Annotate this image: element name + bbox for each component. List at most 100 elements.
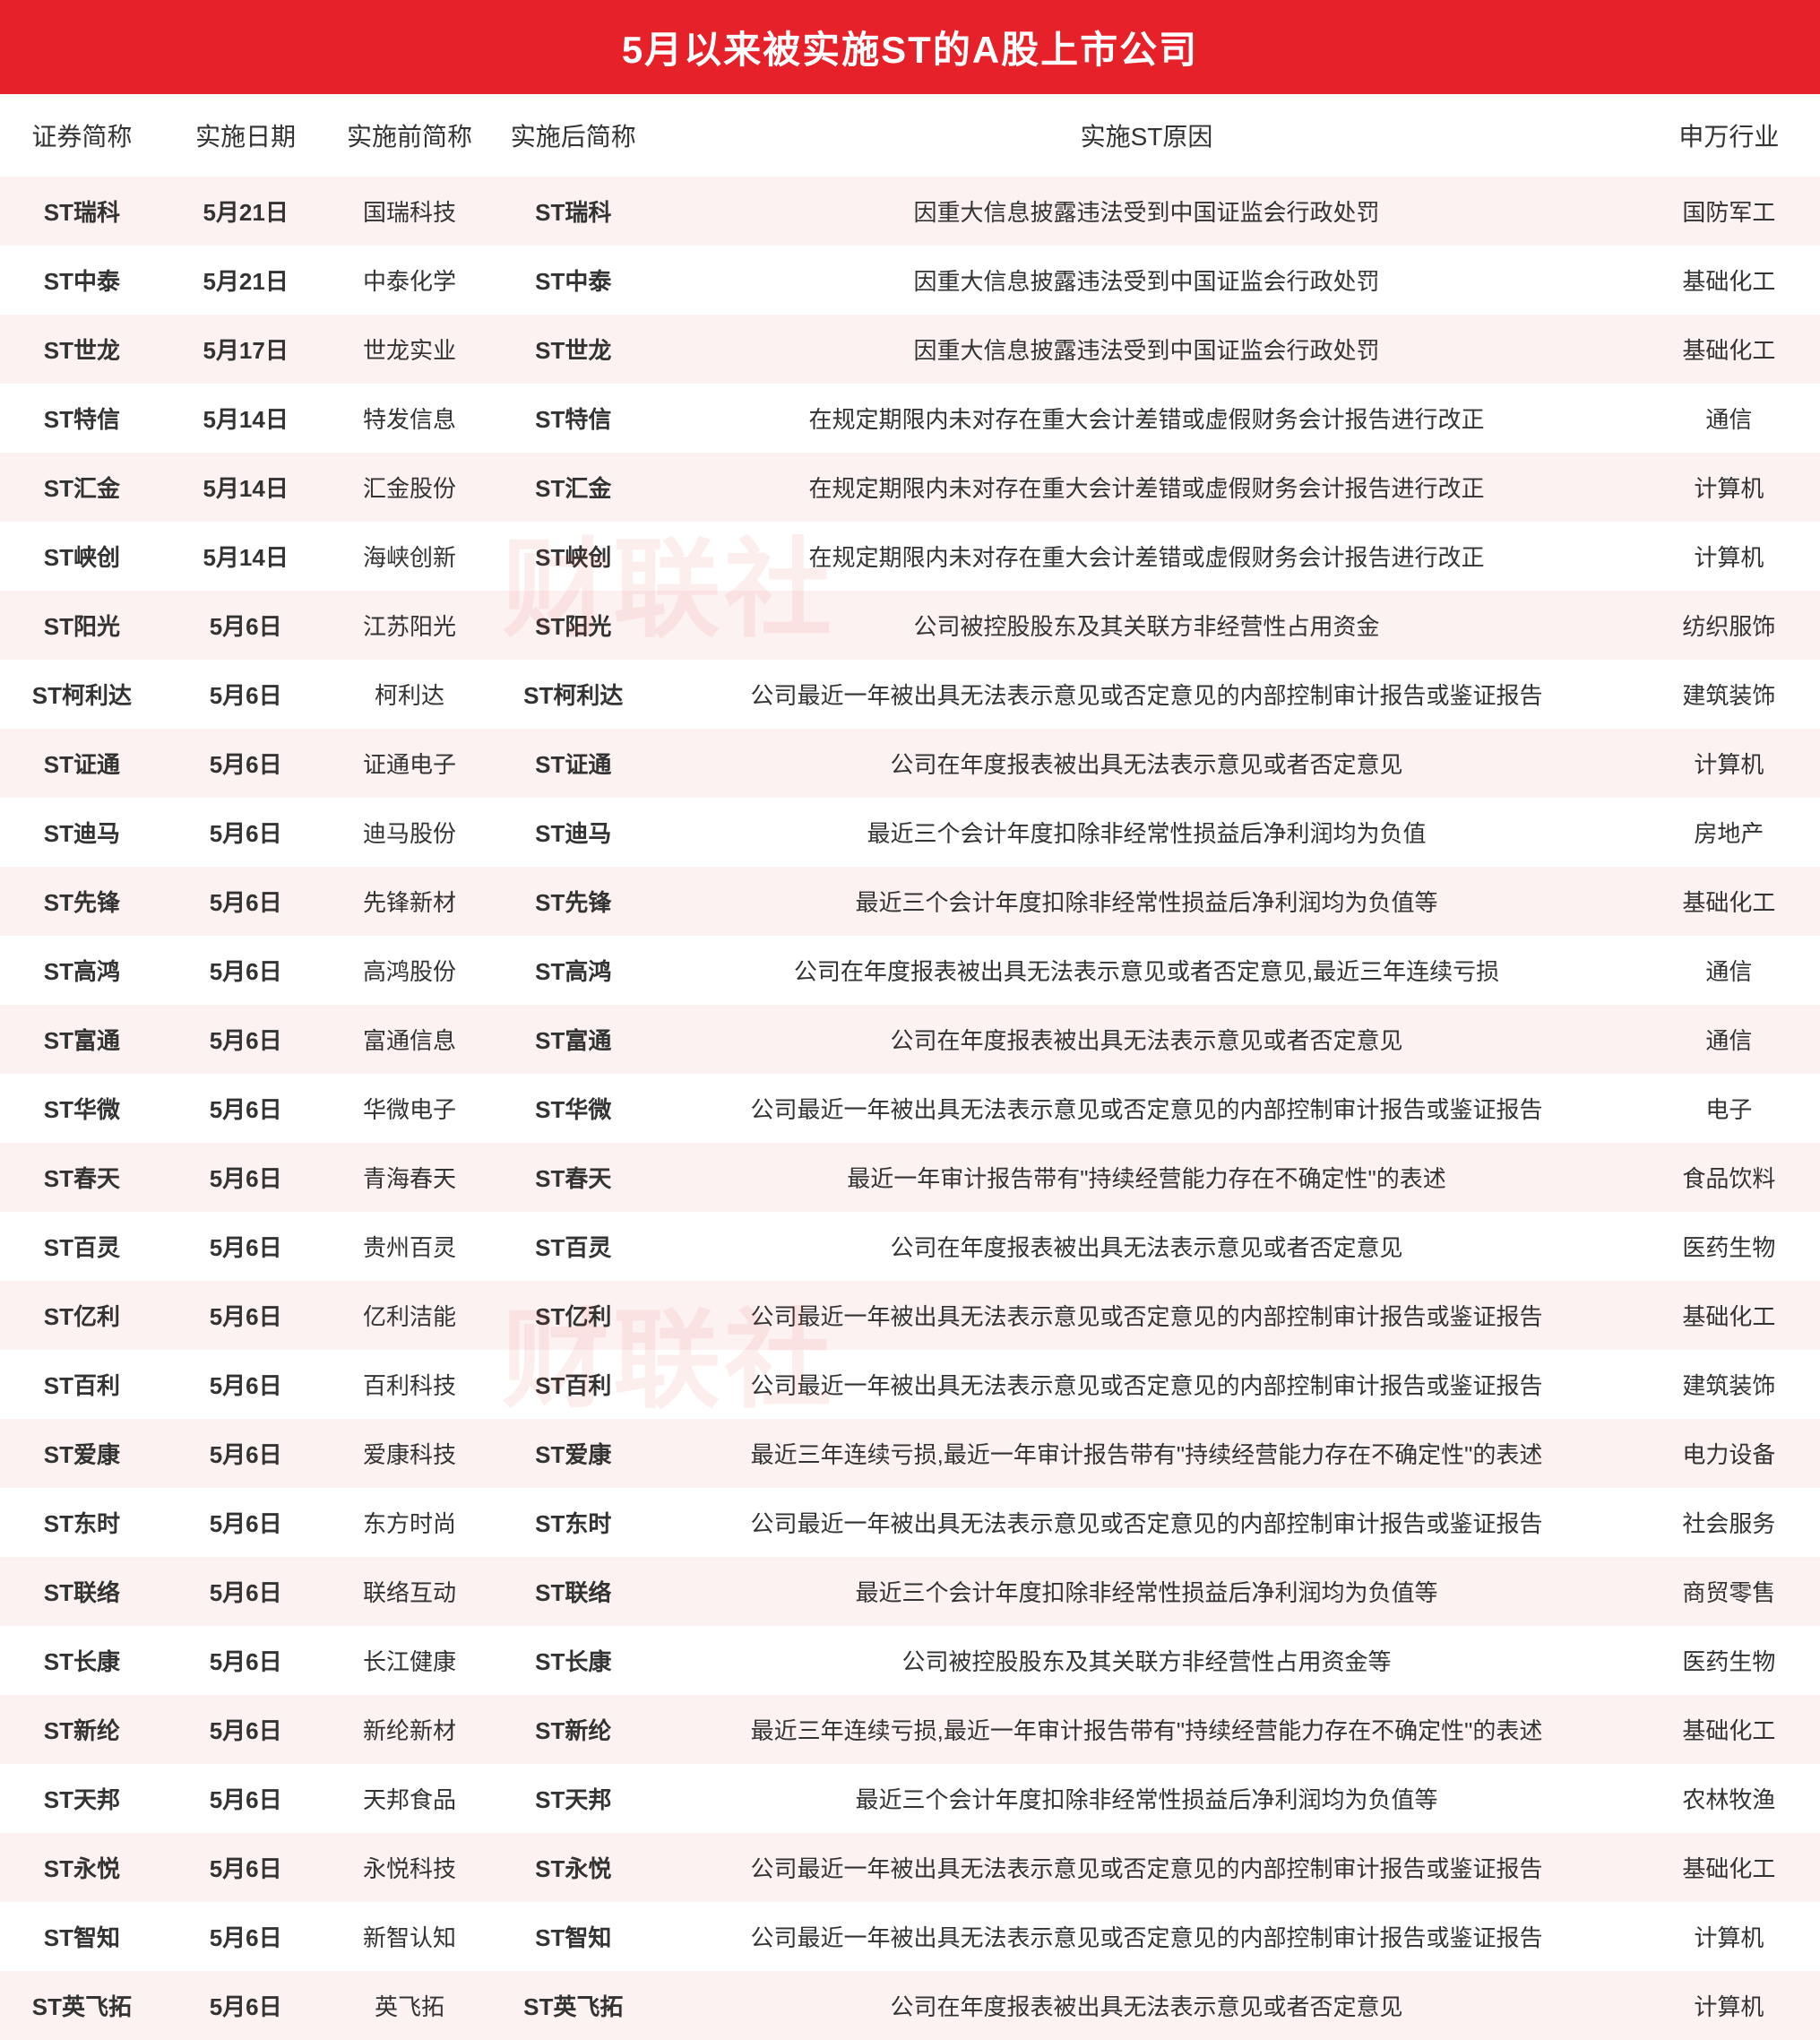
cell-name: ST汇金 [0, 453, 164, 522]
cell-reason: 在规定期限内未对存在重大会计差错或虚假财务会计报告进行改正 [655, 384, 1638, 453]
st-companies-table: 证券简称 实施日期 实施前简称 实施后简称 实施ST原因 申万行业 ST瑞科5月… [0, 94, 1820, 2040]
cell-before: 英飞拓 [328, 1971, 492, 2040]
cell-reason: 在规定期限内未对存在重大会计差错或虚假财务会计报告进行改正 [655, 453, 1638, 522]
cell-reason: 公司最近一年被出具无法表示意见或否定意见的内部控制审计报告或鉴证报告 [655, 1833, 1638, 1902]
cell-date: 5月17日 [164, 315, 328, 384]
col-header-before: 实施前简称 [328, 94, 492, 177]
cell-ind: 基础化工 [1638, 246, 1820, 315]
cell-after: ST智知 [491, 1902, 655, 1971]
cell-name: ST先锋 [0, 867, 164, 936]
cell-before: 国瑞科技 [328, 177, 492, 246]
cell-before: 百利科技 [328, 1350, 492, 1419]
cell-reason: 公司最近一年被出具无法表示意见或否定意见的内部控制审计报告或鉴证报告 [655, 1281, 1638, 1350]
cell-name: ST证通 [0, 729, 164, 798]
table-row: ST柯利达5月6日柯利达ST柯利达公司最近一年被出具无法表示意见或否定意见的内部… [0, 660, 1820, 729]
cell-reason: 公司最近一年被出具无法表示意见或否定意见的内部控制审计报告或鉴证报告 [655, 660, 1638, 729]
cell-ind: 基础化工 [1638, 1833, 1820, 1902]
cell-before: 爱康科技 [328, 1419, 492, 1488]
cell-date: 5月21日 [164, 246, 328, 315]
cell-reason: 公司在年度报表被出具无法表示意见或者否定意见 [655, 1971, 1638, 2040]
cell-name: ST华微 [0, 1074, 164, 1143]
cell-reason: 最近三个会计年度扣除非经常性损益后净利润均为负值 [655, 798, 1638, 867]
table-row: ST联络5月6日联络互动ST联络最近三个会计年度扣除非经常性损益后净利润均为负值… [0, 1557, 1820, 1626]
cell-after: ST新纶 [491, 1695, 655, 1764]
cell-before: 特发信息 [328, 384, 492, 453]
cell-name: ST永悦 [0, 1833, 164, 1902]
cell-before: 贵州百灵 [328, 1212, 492, 1281]
cell-after: ST世龙 [491, 315, 655, 384]
cell-reason: 公司被控股股东及其关联方非经营性占用资金等 [655, 1626, 1638, 1695]
cell-before: 青海春天 [328, 1143, 492, 1212]
cell-after: ST英飞拓 [491, 1971, 655, 2040]
cell-after: ST先锋 [491, 867, 655, 936]
table-row: ST瑞科5月21日国瑞科技ST瑞科因重大信息披露违法受到中国证监会行政处罚国防军… [0, 177, 1820, 246]
cell-name: ST世龙 [0, 315, 164, 384]
cell-reason: 公司最近一年被出具无法表示意见或否定意见的内部控制审计报告或鉴证报告 [655, 1350, 1638, 1419]
cell-date: 5月6日 [164, 1833, 328, 1902]
cell-date: 5月6日 [164, 1143, 328, 1212]
cell-before: 证通电子 [328, 729, 492, 798]
cell-before: 中泰化学 [328, 246, 492, 315]
cell-reason: 公司被控股股东及其关联方非经营性占用资金 [655, 591, 1638, 660]
table-row: ST中泰5月21日中泰化学ST中泰因重大信息披露违法受到中国证监会行政处罚基础化… [0, 246, 1820, 315]
cell-name: ST百灵 [0, 1212, 164, 1281]
col-header-ind: 申万行业 [1638, 94, 1820, 177]
cell-name: ST特信 [0, 384, 164, 453]
cell-name: ST智知 [0, 1902, 164, 1971]
cell-name: ST东时 [0, 1488, 164, 1557]
cell-name: ST百利 [0, 1350, 164, 1419]
cell-before: 柯利达 [328, 660, 492, 729]
cell-date: 5月14日 [164, 522, 328, 591]
table-row: ST亿利5月6日亿利洁能ST亿利公司最近一年被出具无法表示意见或否定意见的内部控… [0, 1281, 1820, 1350]
cell-reason: 因重大信息披露违法受到中国证监会行政处罚 [655, 246, 1638, 315]
table-row: ST春天5月6日青海春天ST春天最近一年审计报告带有"持续经营能力存在不确定性"… [0, 1143, 1820, 1212]
cell-before: 华微电子 [328, 1074, 492, 1143]
cell-reason: 因重大信息披露违法受到中国证监会行政处罚 [655, 177, 1638, 246]
table-row: ST先锋5月6日先锋新材ST先锋最近三个会计年度扣除非经常性损益后净利润均为负值… [0, 867, 1820, 936]
cell-before: 新纶新材 [328, 1695, 492, 1764]
table-row: ST特信5月14日特发信息ST特信在规定期限内未对存在重大会计差错或虚假财务会计… [0, 384, 1820, 453]
cell-name: ST亿利 [0, 1281, 164, 1350]
cell-ind: 计算机 [1638, 453, 1820, 522]
cell-name: ST爱康 [0, 1419, 164, 1488]
col-header-after: 实施后简称 [491, 94, 655, 177]
cell-reason: 因重大信息披露违法受到中国证监会行政处罚 [655, 315, 1638, 384]
cell-date: 5月6日 [164, 1350, 328, 1419]
cell-after: ST春天 [491, 1143, 655, 1212]
cell-after: ST东时 [491, 1488, 655, 1557]
cell-ind: 食品饮料 [1638, 1143, 1820, 1212]
table-row: ST世龙5月17日世龙实业ST世龙因重大信息披露违法受到中国证监会行政处罚基础化… [0, 315, 1820, 384]
table-row: ST爱康5月6日爱康科技ST爱康最近三年连续亏损,最近一年审计报告带有"持续经营… [0, 1419, 1820, 1488]
cell-before: 海峡创新 [328, 522, 492, 591]
cell-date: 5月14日 [164, 384, 328, 453]
cell-after: ST长康 [491, 1626, 655, 1695]
cell-reason: 最近三年连续亏损,最近一年审计报告带有"持续经营能力存在不确定性"的表述 [655, 1419, 1638, 1488]
cell-before: 汇金股份 [328, 453, 492, 522]
cell-name: ST瑞科 [0, 177, 164, 246]
cell-ind: 农林牧渔 [1638, 1764, 1820, 1833]
table-row: ST华微5月6日华微电子ST华微公司最近一年被出具无法表示意见或否定意见的内部控… [0, 1074, 1820, 1143]
table-row: ST富通5月6日富通信息ST富通公司在年度报表被出具无法表示意见或者否定意见通信 [0, 1005, 1820, 1074]
cell-date: 5月6日 [164, 1626, 328, 1695]
table-row: ST天邦5月6日天邦食品ST天邦最近三个会计年度扣除非经常性损益后净利润均为负值… [0, 1764, 1820, 1833]
cell-name: ST联络 [0, 1557, 164, 1626]
cell-date: 5月6日 [164, 936, 328, 1005]
table-row: ST新纶5月6日新纶新材ST新纶最近三年连续亏损,最近一年审计报告带有"持续经营… [0, 1695, 1820, 1764]
table-row: ST高鸿5月6日高鸿股份ST高鸿公司在年度报表被出具无法表示意见或者否定意见,最… [0, 936, 1820, 1005]
cell-ind: 基础化工 [1638, 315, 1820, 384]
cell-name: ST春天 [0, 1143, 164, 1212]
cell-after: ST亿利 [491, 1281, 655, 1350]
cell-after: ST阳光 [491, 591, 655, 660]
cell-before: 高鸿股份 [328, 936, 492, 1005]
cell-name: ST柯利达 [0, 660, 164, 729]
table-row: ST百灵5月6日贵州百灵ST百灵公司在年度报表被出具无法表示意见或者否定意见医药… [0, 1212, 1820, 1281]
cell-after: ST永悦 [491, 1833, 655, 1902]
cell-ind: 社会服务 [1638, 1488, 1820, 1557]
table-body: ST瑞科5月21日国瑞科技ST瑞科因重大信息披露违法受到中国证监会行政处罚国防军… [0, 177, 1820, 2040]
cell-reason: 公司最近一年被出具无法表示意见或否定意见的内部控制审计报告或鉴证报告 [655, 1074, 1638, 1143]
cell-reason: 公司最近一年被出具无法表示意见或否定意见的内部控制审计报告或鉴证报告 [655, 1488, 1638, 1557]
cell-date: 5月6日 [164, 1212, 328, 1281]
cell-after: ST天邦 [491, 1764, 655, 1833]
cell-date: 5月6日 [164, 1902, 328, 1971]
cell-date: 5月6日 [164, 798, 328, 867]
